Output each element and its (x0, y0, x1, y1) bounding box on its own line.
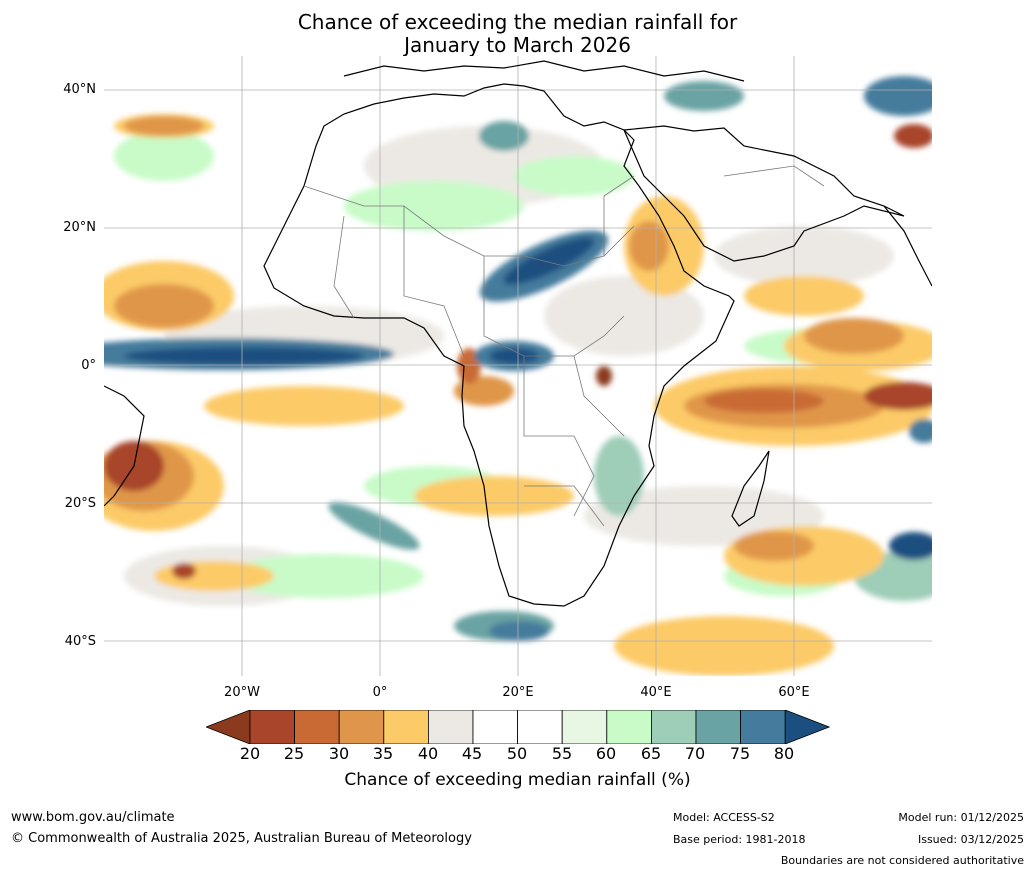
colorbar-tick: 50 (506, 744, 528, 763)
colorbar-tick: 75 (729, 744, 751, 763)
colorbar-segment (740, 710, 786, 744)
footer-model-run: Model run: 01/12/2025 (898, 811, 1024, 824)
lat-label-40n: 40°N (63, 82, 96, 97)
colorbar-extend-low (206, 710, 251, 744)
colorbar-segment (427, 710, 474, 744)
colorbar-tick: 60 (595, 744, 617, 763)
colorbar-tick: 40 (417, 744, 439, 763)
colorbar-tick: 80 (773, 744, 795, 763)
lon-label-20e: 20°E (502, 685, 534, 700)
colorbar-segment (338, 710, 385, 744)
colorbar-segment (695, 710, 741, 744)
colorbar (206, 710, 830, 744)
rainfall-map (104, 56, 932, 676)
africa-coastline (263, 83, 735, 607)
colorbar-tick: 20 (239, 744, 261, 763)
lat-label-20s: 20°S (64, 496, 96, 511)
lon-label-60e: 60°E (778, 685, 810, 700)
colorbar-tick: 45 (461, 744, 483, 763)
colorbar-segments (206, 710, 830, 744)
footer-base-period: Base period: 1981-2018 (673, 833, 806, 846)
colorbar-segment (472, 710, 518, 744)
colorbar-tick: 30 (328, 744, 350, 763)
colorbar-tick: 55 (551, 744, 573, 763)
arabia-coastline (623, 125, 905, 262)
colorbar-segment (294, 710, 340, 744)
footer-model: Model: ACCESS-S2 (673, 811, 775, 824)
colorbar-segment (650, 710, 697, 744)
lat-label-0: 0° (81, 358, 96, 373)
colorbar-tick: 35 (372, 744, 394, 763)
colorbar-label: Chance of exceeding median rainfall (%) (344, 770, 691, 790)
footer-url[interactable]: www.bom.gov.au/climate (11, 810, 175, 825)
lon-label-40e: 40°E (640, 685, 672, 700)
footer-disclaimer: Boundaries are not considered authoritat… (780, 854, 1024, 867)
footer-copyright: © Commonwealth of Australia 2025, Austra… (11, 831, 472, 846)
madagascar-coastline (731, 450, 770, 527)
lat-label-40s: 40°S (64, 634, 96, 649)
country-borders (303, 165, 825, 527)
india-coastline (883, 205, 932, 287)
colorbar-tick: 70 (684, 744, 706, 763)
lon-label-0: 0° (372, 685, 388, 700)
colorbar-tick: 65 (640, 744, 662, 763)
colorbar-segment (249, 710, 295, 744)
coastlines (104, 60, 932, 607)
colorbar-segment (383, 710, 429, 744)
lat-label-20n: 20°N (63, 220, 96, 235)
europe-coastline (343, 60, 745, 82)
map-title-line2: January to March 2026 (404, 33, 631, 57)
colorbar-tick: 25 (283, 744, 305, 763)
colorbar-extend-high (784, 710, 830, 744)
map-title-line1: Chance of exceeding the median rainfall … (297, 10, 738, 34)
lon-label-20w: 20°W (224, 685, 260, 700)
colorbar-segment (517, 710, 563, 744)
rainfall-map-svg (104, 56, 932, 676)
south-america-coastline (104, 385, 145, 507)
graticule (104, 56, 932, 676)
footer-issued: Issued: 03/12/2025 (917, 833, 1024, 846)
colorbar-segment (606, 710, 652, 744)
colorbar-segment (561, 710, 608, 744)
